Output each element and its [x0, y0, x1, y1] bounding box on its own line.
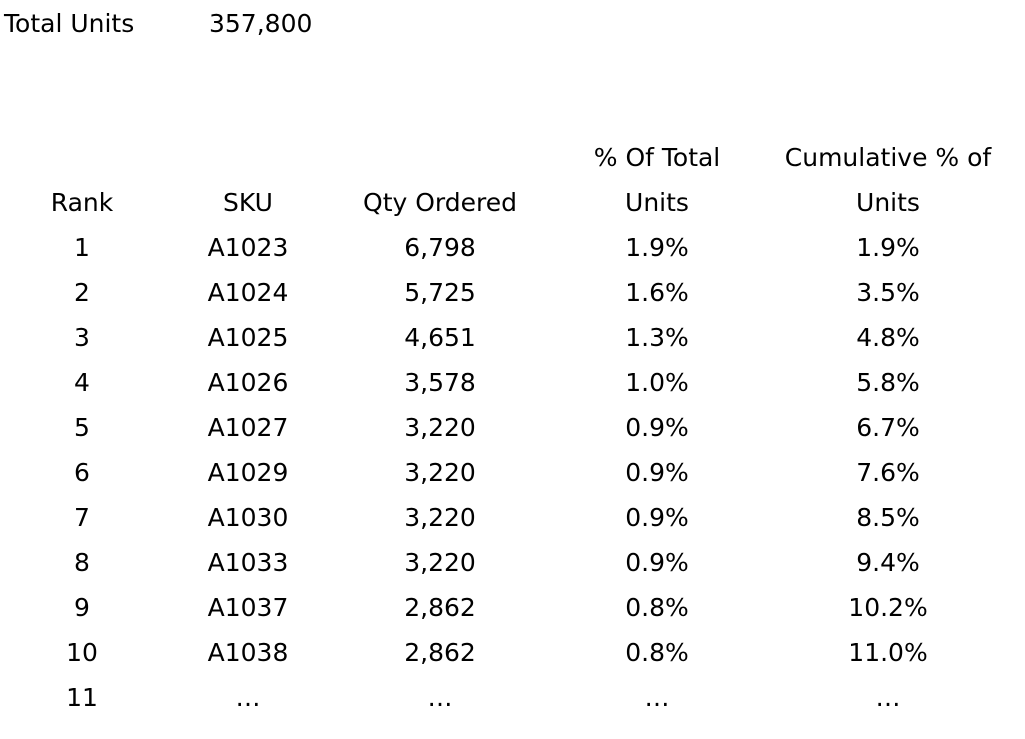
cell-cumulative-pct: 10.2% [848, 593, 928, 622]
cell-sku: A1029 [207, 458, 289, 487]
header-pct-of-total-line1: % Of Total [593, 143, 721, 172]
cell-cumulative-pct: … [875, 683, 901, 712]
cell-pct-of-total: 0.9% [625, 503, 689, 532]
header-rank: Rank [50, 188, 114, 217]
cell-qty-ordered: 3,220 [404, 413, 476, 442]
cell-sku: A1033 [207, 548, 289, 577]
cell-sku: A1026 [207, 368, 289, 397]
cell-qty-ordered: 3,578 [404, 368, 476, 397]
cell-pct-of-total: … [644, 683, 670, 712]
cell-rank: 3 [74, 323, 90, 352]
cell-sku: A1037 [207, 593, 289, 622]
cell-cumulative-pct: 1.9% [856, 233, 920, 262]
cell-rank: 10 [66, 638, 98, 667]
cell-rank: 11 [66, 683, 98, 712]
cell-pct-of-total: 1.9% [625, 233, 689, 262]
cell-pct-of-total: 0.8% [625, 593, 689, 622]
cell-cumulative-pct: 3.5% [856, 278, 920, 307]
cell-qty-ordered: 5,725 [404, 278, 476, 307]
cell-cumulative-pct: 11.0% [848, 638, 928, 667]
cell-rank: 1 [74, 233, 90, 262]
cell-qty-ordered: … [427, 683, 453, 712]
cell-pct-of-total: 1.6% [625, 278, 689, 307]
header-cumulative-pct-line2: Units [856, 188, 920, 217]
total-units-label: Total Units [4, 9, 135, 38]
cell-qty-ordered: 2,862 [404, 593, 476, 622]
cell-rank: 4 [74, 368, 90, 397]
cell-pct-of-total: 0.8% [625, 638, 689, 667]
cell-cumulative-pct: 7.6% [856, 458, 920, 487]
cell-sku: A1038 [207, 638, 289, 667]
cell-pct-of-total: 0.9% [625, 548, 689, 577]
header-pct-of-total-line2: Units [625, 188, 689, 217]
header-cumulative-pct-line1: Cumulative % of [784, 143, 992, 172]
cell-qty-ordered: 2,862 [404, 638, 476, 667]
header-qty-ordered: Qty Ordered [363, 188, 517, 217]
cell-qty-ordered: 3,220 [404, 503, 476, 532]
cell-qty-ordered: 3,220 [404, 458, 476, 487]
cell-pct-of-total: 0.9% [625, 458, 689, 487]
cell-pct-of-total: 1.0% [625, 368, 689, 397]
header-sku: SKU [223, 188, 273, 217]
cell-sku: A1030 [207, 503, 289, 532]
cell-rank: 6 [74, 458, 90, 487]
cell-rank: 8 [74, 548, 90, 577]
cell-cumulative-pct: 6.7% [856, 413, 920, 442]
cell-sku: A1024 [207, 278, 289, 307]
cell-rank: 9 [74, 593, 90, 622]
cell-cumulative-pct: 9.4% [856, 548, 920, 577]
cell-cumulative-pct: 4.8% [856, 323, 920, 352]
cell-sku: … [235, 683, 261, 712]
cell-pct-of-total: 0.9% [625, 413, 689, 442]
cell-sku: A1023 [207, 233, 289, 262]
cell-rank: 2 [74, 278, 90, 307]
cell-qty-ordered: 3,220 [404, 548, 476, 577]
cell-cumulative-pct: 8.5% [856, 503, 920, 532]
cell-qty-ordered: 6,798 [404, 233, 476, 262]
cell-qty-ordered: 4,651 [404, 323, 476, 352]
cell-sku: A1027 [207, 413, 289, 442]
cell-pct-of-total: 1.3% [625, 323, 689, 352]
total-units-value: 357,800 [209, 9, 313, 38]
cell-sku: A1025 [207, 323, 289, 352]
cell-cumulative-pct: 5.8% [856, 368, 920, 397]
cell-rank: 7 [74, 503, 90, 532]
cell-rank: 5 [74, 413, 90, 442]
